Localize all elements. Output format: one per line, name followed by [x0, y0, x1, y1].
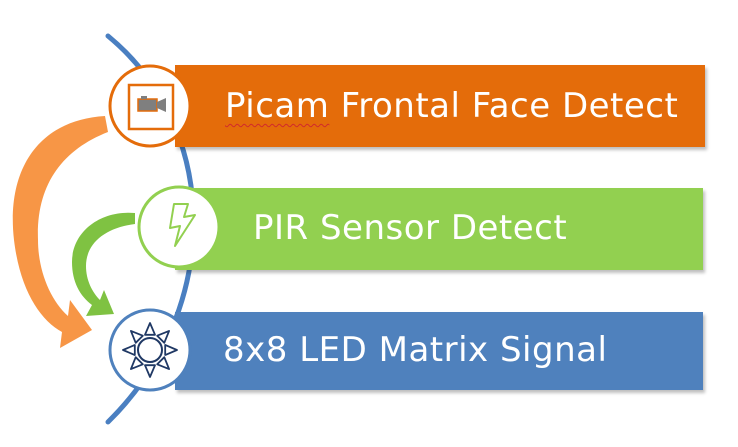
video-camera-icon [127, 83, 175, 131]
sun-ray [144, 364, 156, 378]
circle-led-matrix [108, 308, 192, 392]
label-face-detect: Picam Frontal Face Detect [225, 84, 678, 128]
label-led-matrix: 8x8 LED Matrix Signal [223, 330, 608, 370]
label-face-detect-first-word: Picam [225, 86, 330, 126]
bar-pir-sensor [175, 188, 703, 270]
bar-face-detect [175, 65, 705, 147]
sun-ray [122, 344, 136, 356]
sun-icon [122, 322, 178, 378]
sun-ray [156, 330, 170, 344]
lightning-icon [169, 203, 196, 247]
sun-ray [164, 344, 178, 356]
label-pir-sensor: PIR Sensor Detect [253, 208, 568, 248]
sun-ray [144, 322, 156, 336]
sun-ray [130, 330, 144, 344]
label-face-detect-rest: Frontal Face Detect [329, 86, 679, 126]
circle-pir-sensor [137, 185, 221, 269]
green-curved-arrow [72, 212, 135, 316]
circle-face-detect [108, 64, 192, 148]
orange-curved-arrow [12, 116, 108, 348]
sun-ray [156, 356, 170, 370]
sun-ray [130, 356, 144, 370]
bar-led-matrix [175, 312, 703, 390]
